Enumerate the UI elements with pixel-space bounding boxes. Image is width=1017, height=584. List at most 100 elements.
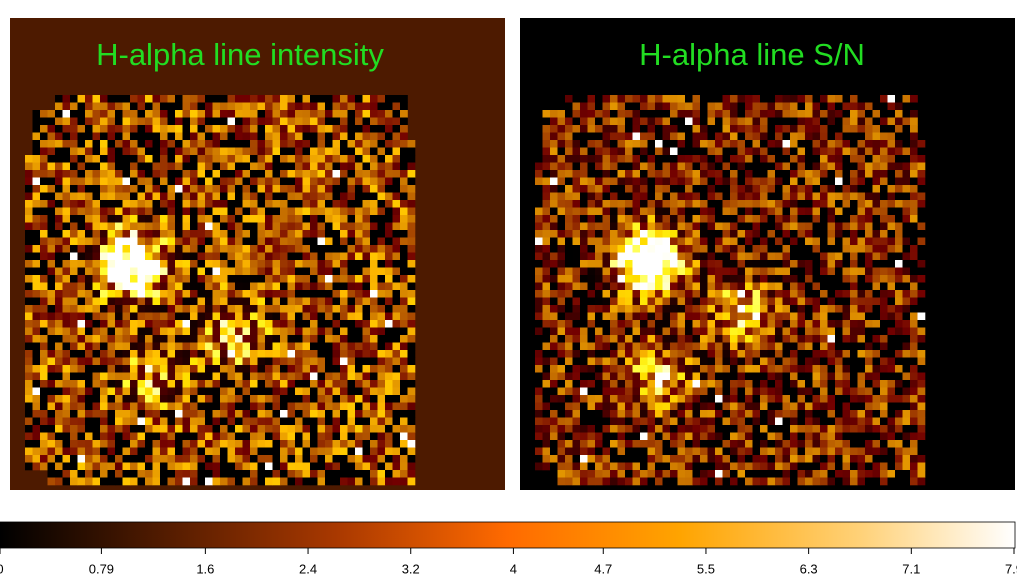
image-pixel — [160, 462, 168, 471]
image-pixel — [137, 432, 146, 441]
image-pixel — [542, 395, 551, 403]
image-pixel — [850, 102, 858, 111]
image-pixel — [550, 230, 558, 238]
image-pixel — [872, 215, 881, 223]
image-pixel — [130, 417, 138, 426]
image-pixel — [625, 207, 633, 216]
image-pixel — [152, 110, 161, 118]
image-pixel — [272, 290, 281, 298]
image-pixel — [25, 230, 33, 238]
image-pixel — [332, 387, 341, 396]
image-pixel — [370, 200, 378, 208]
image-pixel — [850, 215, 858, 223]
image-pixel — [782, 380, 791, 388]
image-pixel — [340, 320, 348, 328]
image-pixel — [175, 177, 183, 186]
image-pixel — [362, 327, 371, 336]
image-pixel — [655, 95, 663, 103]
image-pixel — [752, 417, 761, 426]
image-pixel — [730, 410, 738, 418]
image-pixel — [122, 275, 131, 283]
image-pixel — [272, 312, 281, 321]
image-pixel — [745, 237, 753, 246]
image-pixel — [670, 282, 678, 291]
image-pixel — [700, 380, 708, 388]
image-pixel — [610, 425, 618, 433]
image-pixel — [130, 335, 138, 343]
image-pixel — [332, 177, 341, 186]
image-pixel — [205, 425, 213, 433]
image-pixel — [400, 110, 408, 118]
image-pixel — [730, 117, 738, 126]
image-pixel — [805, 170, 813, 178]
image-pixel — [857, 245, 866, 253]
image-pixel — [347, 342, 356, 351]
image-pixel — [92, 252, 101, 261]
image-pixel — [677, 192, 686, 201]
image-pixel — [812, 282, 821, 291]
image-pixel — [677, 267, 686, 276]
image-pixel — [250, 200, 258, 208]
image-pixel — [317, 440, 326, 448]
image-pixel — [340, 380, 348, 388]
image-pixel — [872, 222, 881, 231]
image-pixel — [760, 297, 768, 306]
image-pixel — [340, 455, 348, 463]
image-pixel — [77, 470, 86, 478]
image-pixel — [220, 252, 228, 261]
image-pixel — [782, 312, 791, 321]
image-pixel — [872, 252, 881, 261]
image-pixel — [617, 215, 626, 223]
image-pixel — [137, 110, 146, 118]
image-pixel — [835, 305, 843, 313]
image-pixel — [632, 245, 641, 253]
image-pixel — [910, 335, 918, 343]
image-pixel — [272, 297, 281, 306]
image-pixel — [145, 425, 153, 433]
image-pixel — [865, 297, 873, 306]
image-pixel — [625, 245, 633, 253]
image-pixel — [587, 260, 596, 268]
image-pixel — [737, 185, 746, 193]
image-pixel — [565, 117, 573, 126]
image-pixel — [235, 110, 243, 118]
image-pixel — [77, 432, 86, 441]
image-pixel — [647, 357, 656, 366]
image-pixel — [775, 425, 783, 433]
image-pixel — [782, 147, 791, 156]
image-pixel — [355, 297, 363, 306]
image-pixel — [287, 440, 296, 448]
image-pixel — [130, 290, 138, 298]
image-pixel — [242, 365, 251, 373]
image-pixel — [70, 192, 78, 201]
image-pixel — [85, 290, 93, 298]
image-pixel — [257, 275, 266, 283]
image-pixel — [632, 417, 641, 426]
image-pixel — [917, 312, 926, 321]
image-pixel — [872, 192, 881, 201]
image-pixel — [235, 387, 243, 396]
image-pixel — [332, 222, 341, 231]
image-pixel — [370, 185, 378, 193]
image-pixel — [40, 170, 48, 178]
image-pixel — [55, 215, 63, 223]
image-pixel — [85, 162, 93, 171]
image-pixel — [400, 95, 408, 103]
image-pixel — [722, 335, 731, 343]
image-pixel — [827, 95, 836, 103]
image-pixel — [242, 185, 251, 193]
image-pixel — [332, 230, 341, 238]
image-pixel — [160, 320, 168, 328]
image-pixel — [385, 365, 393, 373]
image-pixel — [32, 432, 41, 441]
image-pixel — [857, 177, 866, 186]
image-pixel — [272, 230, 281, 238]
image-pixel — [685, 417, 693, 426]
image-pixel — [182, 440, 191, 448]
image-pixel — [32, 147, 41, 156]
image-pixel — [32, 312, 41, 321]
image-pixel — [62, 117, 71, 126]
image-pixel — [370, 170, 378, 178]
image-pixel — [235, 170, 243, 178]
image-pixel — [160, 335, 168, 343]
